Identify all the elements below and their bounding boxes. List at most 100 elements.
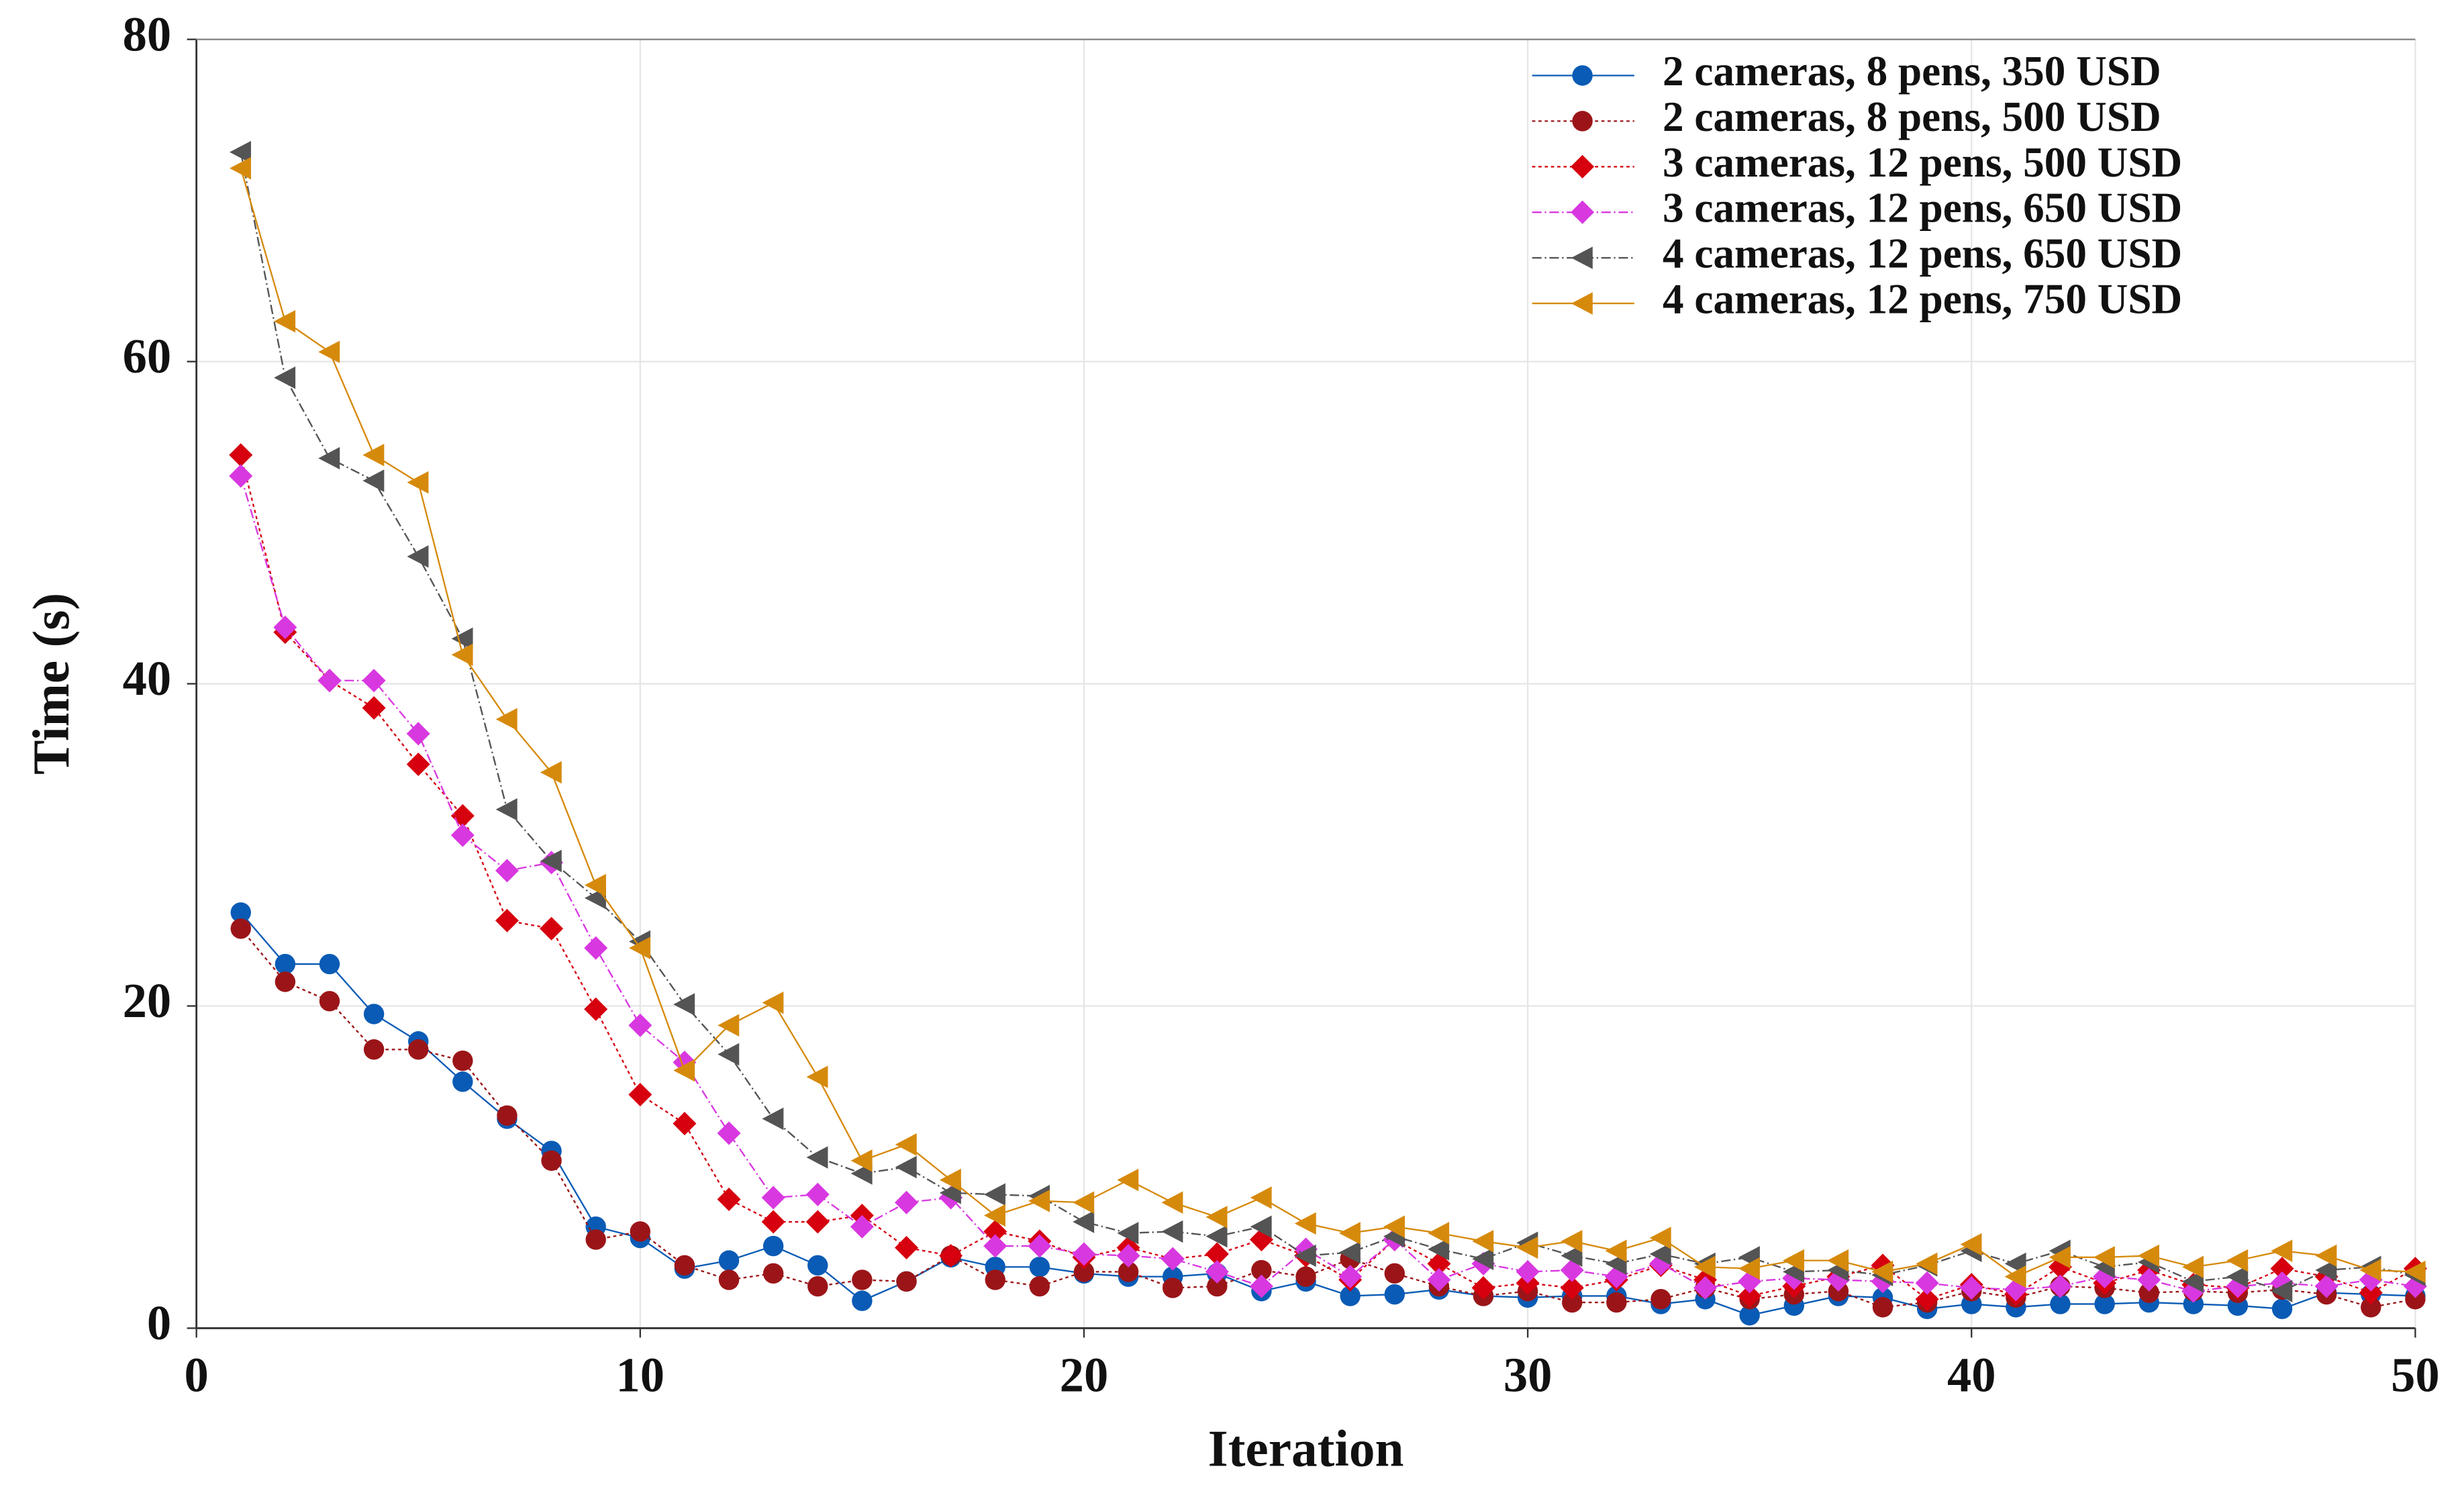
marker — [1738, 1269, 1762, 1294]
marker — [406, 753, 430, 777]
series — [229, 464, 2427, 1303]
marker — [1205, 1225, 1228, 1248]
marker — [540, 916, 564, 941]
marker — [1604, 1265, 1628, 1289]
marker — [1871, 1260, 1893, 1284]
series-line — [240, 475, 2416, 1292]
marker — [495, 859, 519, 883]
marker — [850, 1149, 873, 1172]
marker — [1959, 1276, 1983, 1300]
marker — [274, 366, 296, 389]
marker — [230, 918, 251, 939]
marker — [2404, 1260, 2426, 1284]
legend-label: 2 cameras, 8 pens, 500 USD — [1663, 93, 2161, 140]
marker — [1561, 1230, 1583, 1253]
marker — [408, 1039, 429, 1060]
marker — [229, 464, 253, 488]
marker — [1338, 1241, 1361, 1264]
x-axis-label: Iteration — [1208, 1419, 1404, 1477]
marker — [895, 1155, 917, 1179]
marker — [1606, 1292, 1627, 1313]
legend-label: 2 cameras, 8 pens, 350 USD — [1663, 48, 2161, 95]
marker — [1427, 1267, 1451, 1292]
marker — [2226, 1265, 2249, 1288]
x-tick-label: 40 — [1947, 1347, 1996, 1402]
marker — [1205, 1242, 1229, 1266]
marker — [1472, 1247, 1494, 1270]
marker — [1073, 1191, 1095, 1214]
marker — [1827, 1249, 1849, 1272]
marker — [805, 1182, 830, 1206]
marker — [1251, 1259, 1272, 1281]
marker — [1693, 1255, 1716, 1278]
marker — [894, 1235, 918, 1259]
marker — [1161, 1191, 1183, 1214]
marker — [1826, 1267, 1851, 1292]
marker — [2093, 1246, 2115, 1269]
legend-label: 3 cameras, 12 pens, 500 USD — [1663, 139, 2182, 186]
marker — [628, 1013, 652, 1037]
marker — [1207, 1276, 1228, 1297]
marker — [495, 708, 518, 731]
series-line — [240, 928, 2416, 1308]
legend-marker — [1572, 111, 1593, 132]
marker — [762, 1235, 784, 1257]
marker — [2094, 1294, 2115, 1314]
marker — [673, 993, 695, 1016]
marker — [896, 1271, 917, 1292]
marker — [319, 991, 340, 1012]
y-tick-label: 40 — [123, 651, 172, 706]
marker — [2314, 1274, 2338, 1298]
marker — [1384, 1284, 1405, 1305]
marker — [983, 1219, 1007, 1243]
marker — [1340, 1286, 1361, 1306]
marker — [1915, 1271, 1939, 1295]
marker — [497, 1105, 518, 1126]
marker — [363, 1039, 385, 1060]
marker — [1428, 1238, 1450, 1261]
marker — [2138, 1282, 2159, 1303]
marker — [806, 1146, 828, 1169]
marker — [1249, 1274, 1273, 1298]
marker — [2182, 1270, 2204, 1293]
marker — [673, 1059, 695, 1082]
marker — [1205, 1259, 1229, 1284]
marker — [852, 1269, 873, 1290]
legend-label: 4 cameras, 12 pens, 650 USD — [1663, 230, 2182, 277]
marker — [718, 1269, 740, 1290]
marker — [2359, 1259, 2381, 1282]
marker — [630, 1221, 651, 1242]
marker — [229, 443, 253, 467]
marker — [2315, 1259, 2337, 1282]
marker — [674, 1255, 695, 1276]
marker — [1516, 1236, 1538, 1259]
marker — [1472, 1230, 1494, 1253]
marker — [1605, 1239, 1627, 1262]
marker — [407, 545, 429, 568]
marker — [718, 1014, 740, 1037]
marker — [273, 616, 297, 640]
marker — [2049, 1246, 2071, 1269]
marker — [718, 1250, 740, 1271]
marker — [1161, 1220, 1183, 1243]
marker — [540, 761, 562, 784]
marker — [1028, 1234, 1052, 1258]
marker — [1118, 1261, 1139, 1282]
marker — [1029, 1257, 1050, 1278]
marker — [2004, 1265, 2026, 1288]
marker — [319, 953, 340, 975]
marker — [362, 669, 386, 693]
marker — [1161, 1247, 1185, 1271]
marker — [1872, 1297, 1893, 1318]
marker — [1650, 1289, 1671, 1310]
marker — [1073, 1261, 1095, 1282]
y-tick-label: 60 — [123, 329, 172, 383]
marker — [1383, 1215, 1405, 1238]
marker — [275, 953, 296, 975]
marker — [1560, 1276, 1584, 1300]
marker — [1162, 1278, 1183, 1298]
marker — [585, 1229, 606, 1250]
series — [230, 140, 2426, 1302]
series — [230, 156, 2426, 1288]
